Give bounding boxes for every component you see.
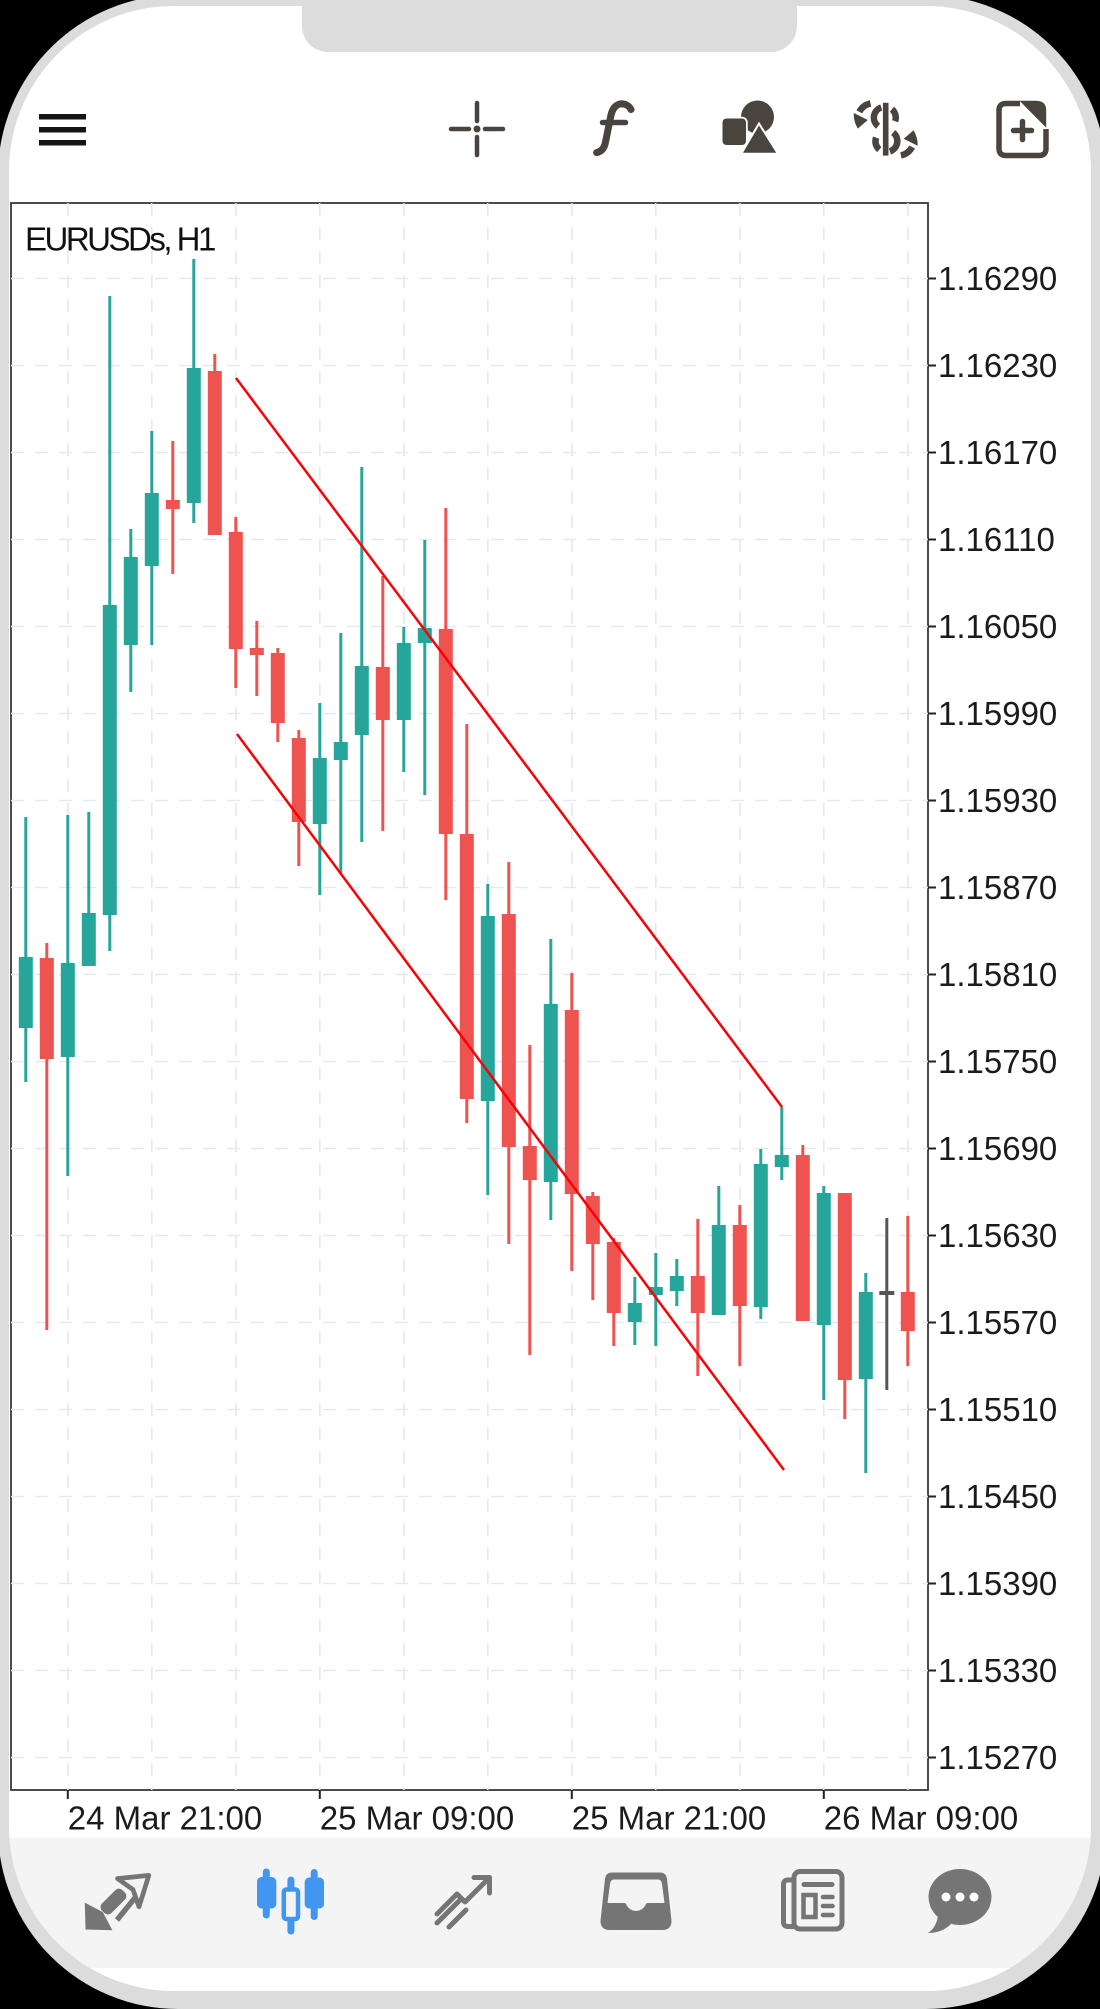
svg-text:25 Mar 09:00: 25 Mar 09:00	[320, 1800, 514, 1837]
svg-text:1.15930: 1.15930	[938, 782, 1057, 819]
svg-text:1.15810: 1.15810	[938, 956, 1057, 993]
svg-text:1.16290: 1.16290	[938, 260, 1057, 297]
svg-text:1.16230: 1.16230	[938, 347, 1057, 384]
svg-text:24 Mar 21:00: 24 Mar 21:00	[68, 1800, 262, 1837]
svg-text:EURUSDs, H1: EURUSDs, H1	[25, 221, 215, 258]
svg-text:1.15330: 1.15330	[938, 1652, 1057, 1689]
svg-text:1.16050: 1.16050	[938, 608, 1057, 645]
svg-text:25 Mar 21:00: 25 Mar 21:00	[572, 1800, 766, 1837]
svg-text:1.15990: 1.15990	[938, 695, 1057, 732]
svg-text:1.16110: 1.16110	[938, 521, 1055, 558]
svg-text:1.15870: 1.15870	[938, 869, 1057, 906]
svg-text:1.15750: 1.15750	[938, 1043, 1057, 1080]
svg-text:1.15570: 1.15570	[938, 1304, 1057, 1341]
svg-text:1.15390: 1.15390	[938, 1565, 1057, 1602]
svg-text:1.16170: 1.16170	[938, 434, 1057, 471]
svg-text:1.15630: 1.15630	[938, 1217, 1057, 1254]
svg-text:1.15450: 1.15450	[938, 1478, 1057, 1515]
svg-text:1.15270: 1.15270	[938, 1739, 1057, 1776]
svg-text:26 Mar 09:00: 26 Mar 09:00	[824, 1800, 1018, 1837]
svg-text:1.15510: 1.15510	[938, 1391, 1057, 1428]
svg-text:1.15690: 1.15690	[938, 1130, 1057, 1167]
